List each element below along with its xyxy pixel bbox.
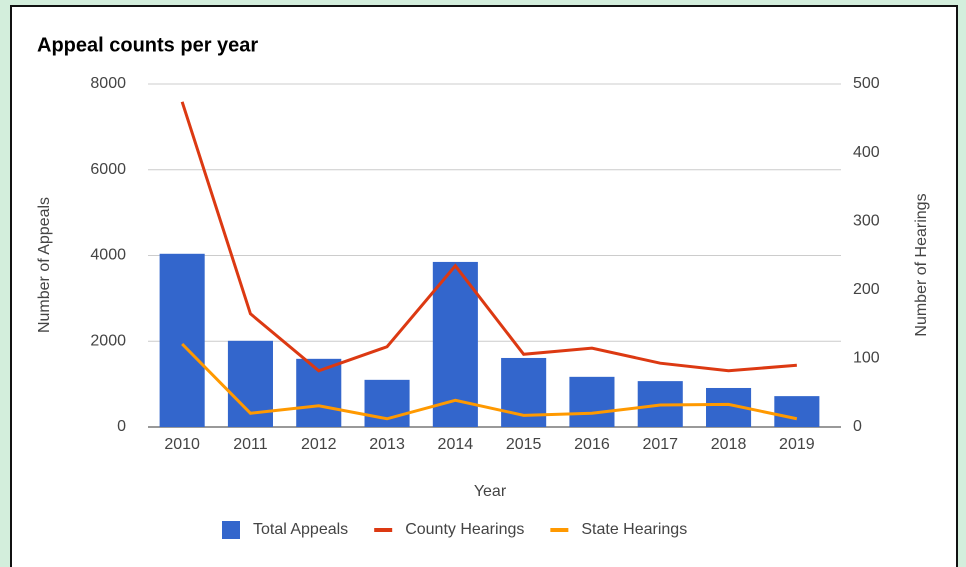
- y-tick-label: 8000: [90, 75, 126, 92]
- legend-label: State Hearings: [581, 521, 687, 538]
- y2-tick-label: 200: [853, 281, 880, 298]
- x-tick-label: 2016: [574, 436, 610, 453]
- y2-tick-label: 400: [853, 144, 880, 161]
- chart-title: Appeal counts per year: [37, 34, 258, 56]
- x-tick-label: 2011: [233, 436, 268, 453]
- x-tick-label: 2012: [301, 436, 337, 453]
- legend-label: County Hearings: [405, 521, 524, 538]
- y2-tick-label: 0: [853, 418, 862, 435]
- x-tick-label: 2019: [779, 436, 815, 453]
- y-tick-label: 0: [117, 418, 126, 435]
- y2-tick-label: 300: [853, 212, 880, 229]
- y-tick-label: 2000: [90, 332, 126, 349]
- x-tick-label: 2017: [642, 436, 678, 453]
- bar: [569, 376, 615, 427]
- line: [181, 342, 798, 421]
- x-tick-label: 2015: [506, 436, 542, 453]
- line: [180, 101, 797, 373]
- legend-label: Total Appeals: [253, 521, 348, 538]
- x-tick-label: 2014: [438, 436, 474, 453]
- bar: [159, 253, 205, 427]
- y2-tick-label: 500: [853, 75, 880, 92]
- x-tick-label: 2010: [164, 436, 200, 453]
- x-axis-label: Year: [474, 483, 507, 500]
- legend-swatch: [222, 521, 240, 539]
- x-tick-label: 2013: [369, 436, 405, 453]
- y-tick-label: 4000: [90, 247, 126, 264]
- y2-axis-label: Number of Hearings: [913, 193, 930, 336]
- bar: [774, 396, 820, 427]
- y-axis-label: Number of Appeals: [36, 197, 53, 333]
- y-tick-label: 6000: [90, 161, 126, 178]
- y2-tick-label: 100: [853, 350, 880, 367]
- x-tick-label: 2018: [711, 436, 747, 453]
